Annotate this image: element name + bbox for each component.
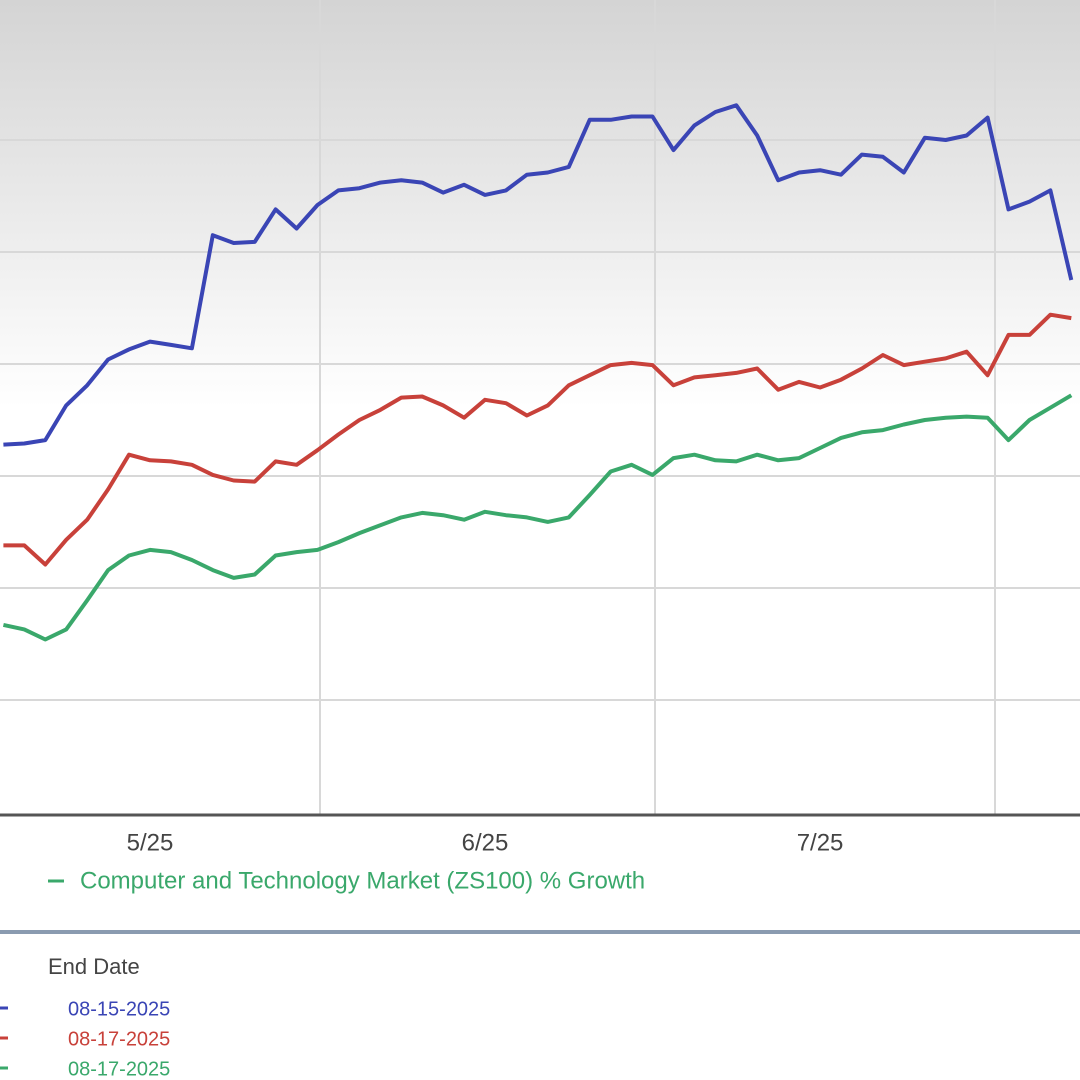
end-date: 08-17-2025 (68, 1028, 170, 1050)
x-tick-label: 7/25 (797, 829, 844, 856)
series-line (3, 103, 1074, 447)
vertical-grid (319, 0, 996, 815)
x-tick-label: 5/25 (127, 829, 174, 856)
series-line (2, 393, 1073, 642)
end-date: 08-17-2025 (68, 1058, 170, 1080)
table-header: End Date (48, 954, 140, 979)
end-date: 08-15-2025 (68, 998, 170, 1020)
legend-label: Computer and Technology Market (ZS100) %… (80, 867, 645, 894)
series-line (3, 312, 1072, 567)
x-tick-label: 6/25 (462, 829, 509, 856)
